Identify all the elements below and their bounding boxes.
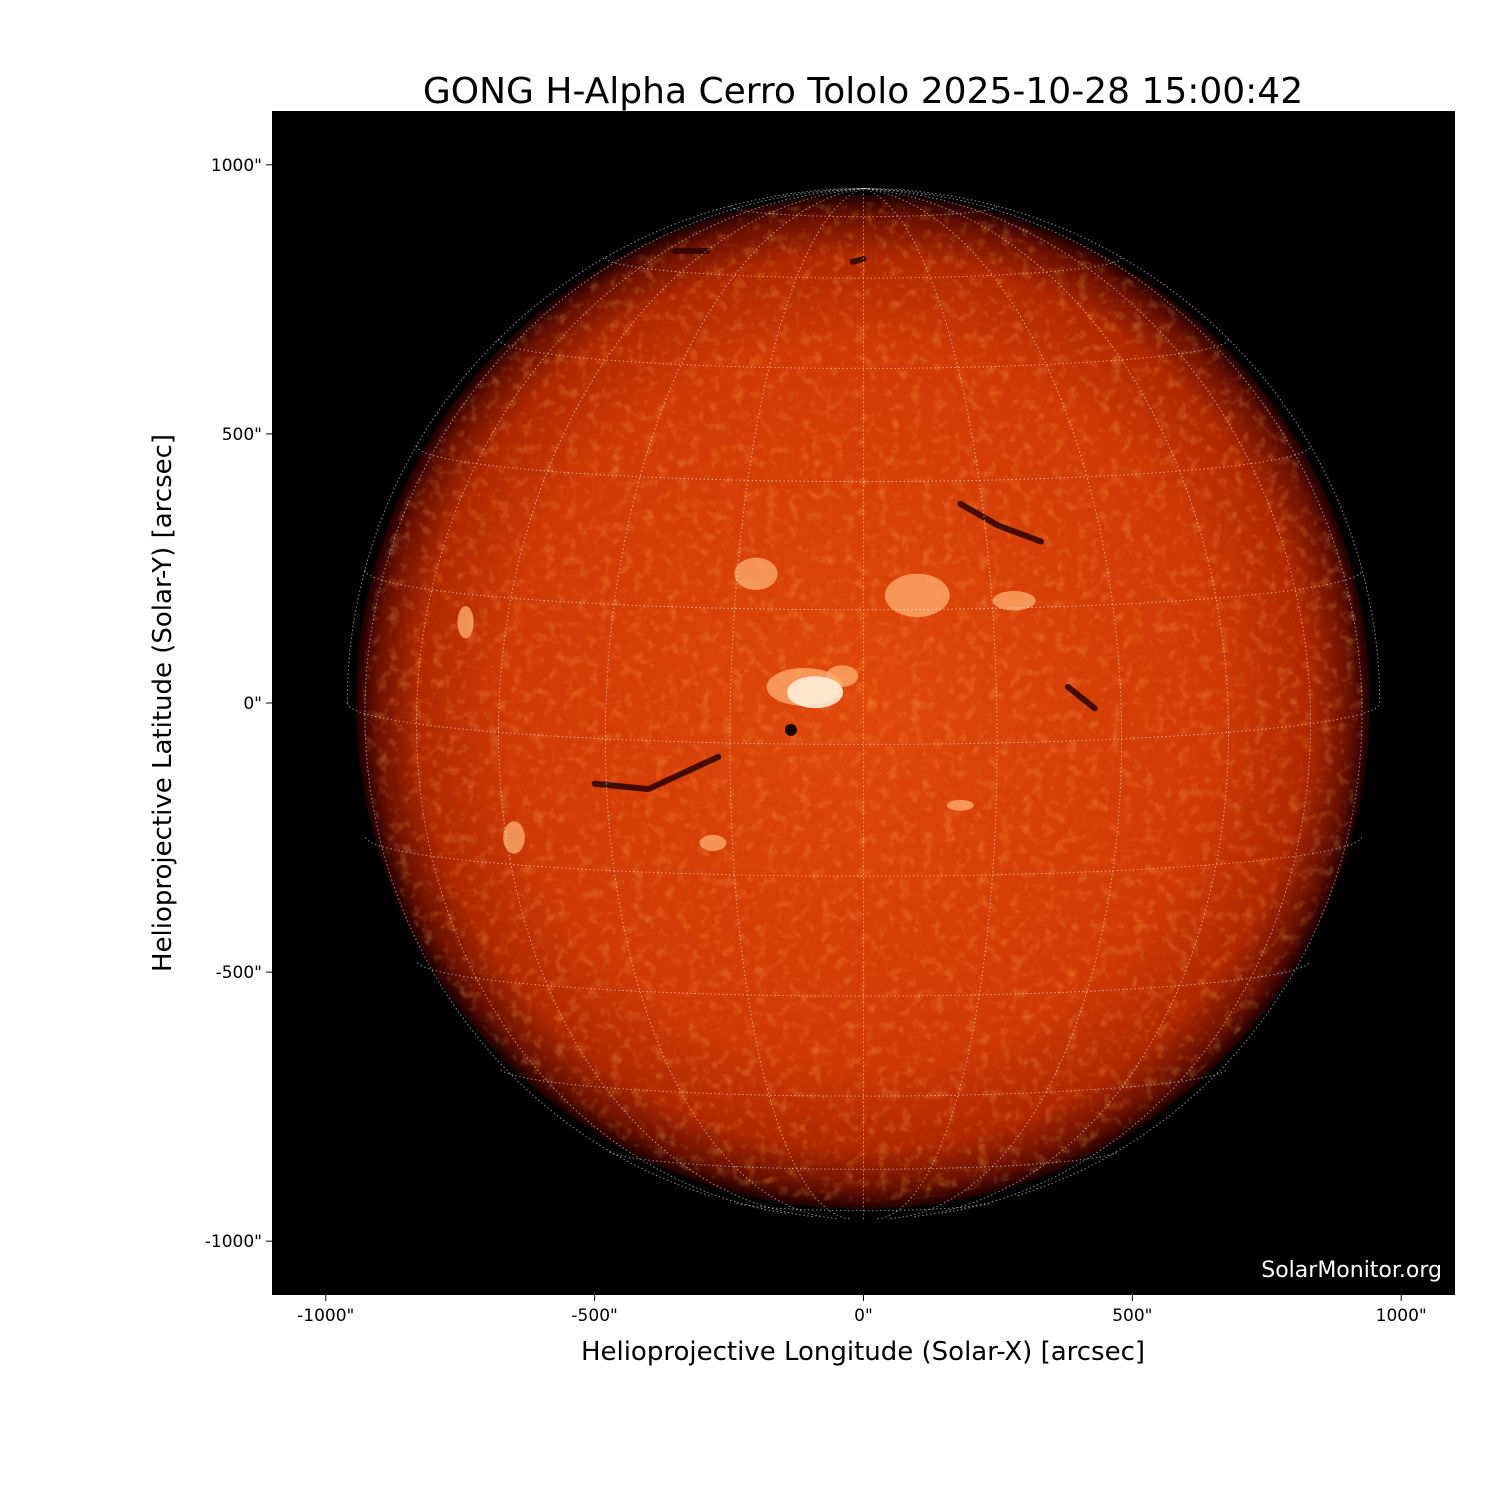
- longitude-line: [604, 187, 864, 1219]
- x-axis: -1000" -500" 0" 500" 1000": [297, 1295, 1427, 1326]
- filament: [957, 500, 1044, 545]
- y-tick-label: 1000": [211, 156, 262, 176]
- latitude-line: [364, 837, 1363, 877]
- latitude-line: [609, 1151, 1118, 1170]
- plage-region: [992, 591, 1036, 611]
- y-tick-label: -500": [216, 963, 262, 983]
- plage-region: [457, 606, 474, 639]
- longitude-line: [497, 187, 864, 1218]
- longitude-line: [863, 187, 1230, 1218]
- heliographic-grid: [346, 187, 1381, 1220]
- plage-region: [884, 573, 950, 617]
- plage-region: [699, 834, 727, 852]
- longitude-line: [346, 187, 864, 704]
- latitude-line: [736, 1202, 991, 1212]
- plage-region: [946, 799, 974, 811]
- filament: [591, 753, 722, 793]
- y-tick-label: 0": [243, 694, 262, 714]
- filament: [1064, 683, 1098, 712]
- longitude-line: [863, 187, 1381, 704]
- sunspot: [784, 723, 797, 736]
- y-axis: -1000" -500" 0" 500" 1000": [205, 156, 272, 1252]
- longitude-line: [415, 187, 864, 1214]
- x-tick-label: 500": [1112, 1306, 1152, 1326]
- y-tick-label: -1000": [205, 1232, 262, 1252]
- latitude-line: [498, 339, 1229, 369]
- longitude-line: [863, 187, 998, 1220]
- chart-title: GONG H-Alpha Cerro Tololo 2025-10-28 15:…: [423, 71, 1303, 112]
- longitude-line: [863, 187, 1123, 1219]
- x-axis-label: Helioprojective Longitude (Solar-X) [arc…: [581, 1337, 1145, 1367]
- plage-region: [734, 557, 778, 591]
- bright-plage-core: [787, 676, 844, 709]
- x-tick-label: 1000": [1376, 1306, 1427, 1326]
- watermark: SolarMonitor.org: [1261, 1258, 1442, 1283]
- plage-region: [503, 821, 525, 854]
- y-tick-label: 500": [222, 425, 262, 445]
- longitude-line: [729, 187, 864, 1220]
- latitude-line: [417, 962, 1310, 997]
- solar-features: [457, 247, 1098, 854]
- x-tick-label: -500": [571, 1306, 617, 1326]
- y-axis-label: Helioprojective Latitude (Solar-Y) [arcs…: [148, 434, 178, 972]
- x-tick-label: -1000": [297, 1306, 354, 1326]
- x-tick-label: 0": [854, 1306, 873, 1326]
- latitude-line: [500, 1069, 1227, 1097]
- filament: [849, 256, 867, 265]
- longitude-line: [863, 187, 1312, 1214]
